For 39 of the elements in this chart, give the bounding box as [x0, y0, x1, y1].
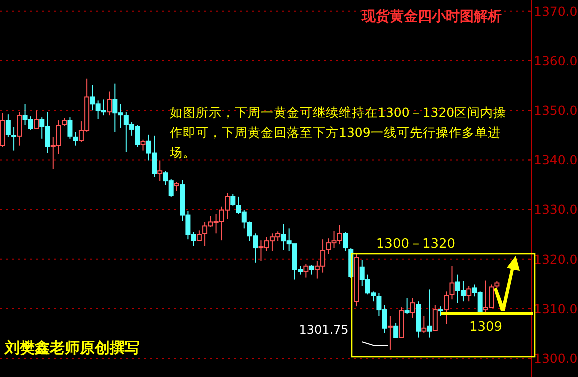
candlestick: [107, 91, 112, 116]
candlestick: [427, 289, 432, 338]
candlestick: [432, 304, 438, 332]
annotation: 1301.75: [299, 323, 349, 337]
y-tick-label: 1370.0: [534, 4, 578, 19]
candlestick: [73, 132, 78, 146]
annotation: 1300－1320: [376, 237, 456, 252]
candlestick: [304, 264, 309, 278]
y-tick-label: 1340.0: [534, 152, 578, 168]
text: 现货黄金四小时图解析: [361, 9, 502, 25]
candlestick: [68, 117, 73, 140]
y-tick-label: 1330.0: [534, 202, 578, 218]
candlestick: [309, 264, 314, 276]
candlestick: [438, 306, 444, 317]
candlestick: [388, 316, 393, 350]
candlestick: [404, 298, 410, 314]
y-tick-label: 1300.0: [534, 351, 578, 366]
candlestick: [410, 298, 416, 318]
annotation: 刘樊鑫老师原创撰写: [4, 339, 140, 357]
candlestick: [394, 322, 399, 339]
y-tick-label: 1350.0: [534, 102, 578, 118]
candlestick: [12, 126, 17, 152]
candlestick: [450, 266, 455, 300]
candlestick: [343, 232, 348, 252]
y-tick-label: 1360.0: [534, 53, 578, 68]
ref-line-label: 1309: [469, 320, 503, 335]
candlestick: [6, 114, 11, 138]
candlestick: [422, 316, 427, 334]
annotation: 如图所示，下周一黄金可继续维持在1300－1320区间内操作即可，下周黄金回落至下方1309一线可先行操作多单进场。: [170, 104, 508, 162]
candlestick: [140, 139, 146, 152]
candlestick: [34, 110, 40, 130]
candlestick: [444, 291, 450, 325]
y-tick-label: 1310.0: [534, 301, 578, 316]
candlestick: [230, 194, 236, 206]
candlestick: [17, 112, 22, 146]
candlestick: [466, 286, 472, 302]
candlestick: [158, 160, 163, 182]
y-tick-label: 1320.0: [534, 252, 578, 267]
candlestick: [174, 182, 180, 192]
